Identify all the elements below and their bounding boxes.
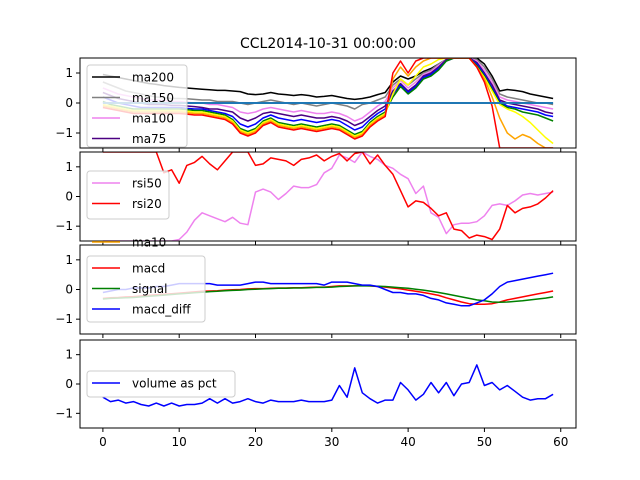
legend-label-ma200: ma200 <box>132 71 174 85</box>
series-line-rsi50 <box>102 152 554 241</box>
legend-label-ma100: ma100 <box>132 112 174 126</box>
legend-box <box>86 255 206 323</box>
y-tick-label: −1 <box>55 219 73 233</box>
legend-overflow-label: ma10 <box>132 236 166 250</box>
y-tick-label: 1 <box>65 253 73 267</box>
y-tick-label: 1 <box>65 66 73 80</box>
legend-label-rsi50: rsi50 <box>132 177 162 191</box>
plot-area-rsi <box>102 152 554 241</box>
legend-label-signal: signal <box>132 282 168 296</box>
series-line-rsi20 <box>102 152 554 241</box>
x-tick-label: 40 <box>400 435 415 449</box>
legend-label-ma75: ma75 <box>132 132 166 146</box>
legend-volume: volume as pct <box>86 370 236 398</box>
legend-box <box>86 64 188 148</box>
legend-label-macd_diff: macd_diff <box>132 303 191 317</box>
y-tick-label: −1 <box>55 406 73 420</box>
legend-label-rsi20: rsi20 <box>132 197 162 211</box>
y-tick-label: −1 <box>55 312 73 326</box>
legend-moving-averages: ma200 ma150 ma100 ma75 <box>86 64 188 148</box>
panel-macd: −1 0 1 macd signal macd_diff ma10 <box>55 236 577 338</box>
x-tick-label: 10 <box>172 435 187 449</box>
legend-rsi: rsi50 rsi20 <box>86 170 170 220</box>
x-tick-label: 60 <box>553 435 568 449</box>
legend-label-ma150: ma150 <box>132 91 174 105</box>
y-tick-label: −1 <box>55 126 73 140</box>
panel-moving-averages: −1 0 1 ma200 ma150 ma100 ma75 <box>55 57 577 152</box>
legend-label-macd: macd <box>132 262 165 276</box>
y-tick-label: 0 <box>65 96 73 110</box>
legend-box <box>86 370 236 398</box>
panels: −101 ma200ma150ma100ma75−101rsi50rsi20−10… <box>55 57 577 449</box>
x-tick-label: 50 <box>477 435 492 449</box>
chart-title: CCL2014-10-31 00:00:00 <box>240 36 416 52</box>
panel-rsi: −1 0 1 rsi50 rsi20 <box>55 151 577 245</box>
y-tick-label: 1 <box>65 160 73 174</box>
legend-label-volume-as-pct: volume as pct <box>132 377 217 391</box>
series-line-volume-as-pct <box>102 364 554 407</box>
x-tick-label: 0 <box>99 435 107 449</box>
y-tick-label: 0 <box>65 377 73 391</box>
y-tick-label: 0 <box>65 283 73 297</box>
y-tick-label: 1 <box>65 348 73 362</box>
x-tick-label: 20 <box>248 435 263 449</box>
y-tick-label: 0 <box>65 190 73 204</box>
plot-area-volume <box>102 364 554 407</box>
x-tick-label: 30 <box>324 435 339 449</box>
legend-macd: macd signal macd_diff <box>86 255 206 323</box>
